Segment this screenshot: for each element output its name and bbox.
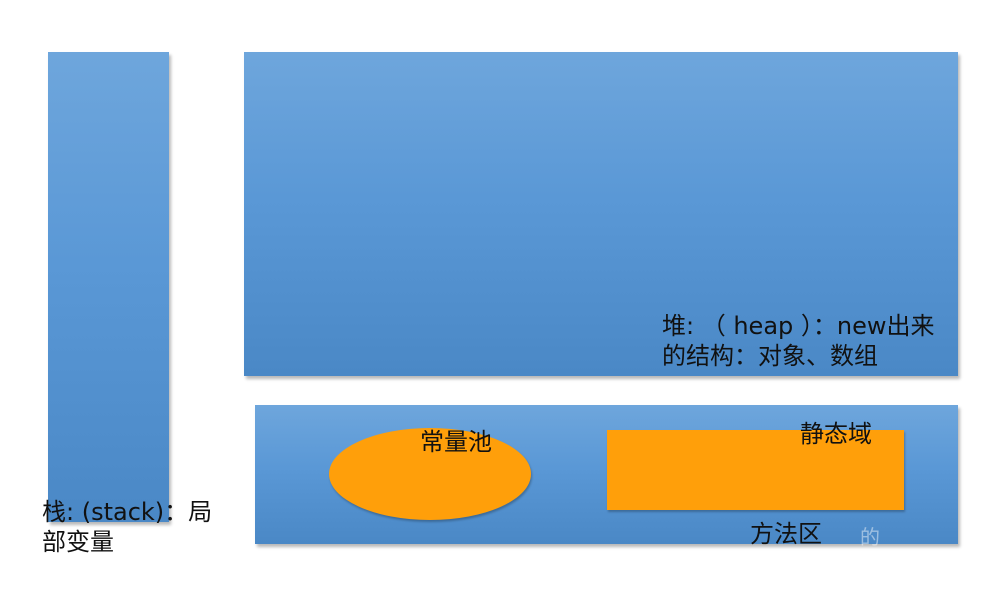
constant-pool-ellipse [329, 428, 531, 520]
static-field-rectangle [607, 430, 904, 510]
heap-label-line-1: 堆: （ heap ）：new出来 [662, 312, 935, 340]
heap-label-line-2: 的结构：对象、数组 [662, 342, 878, 370]
stack-label-line-2: 部变量 [42, 528, 114, 556]
watermark-text: 的 [860, 525, 880, 549]
stack-block [48, 52, 169, 522]
stack-label-line-1: 栈: (stack)：局 [42, 498, 213, 526]
heap-label: 堆: （ heap ）：new出来 的结构：对象、数组 [662, 311, 935, 371]
stack-label: 栈: (stack)：局 部变量 [42, 497, 212, 557]
static-field-label: 静态域 [800, 420, 872, 448]
constant-pool-label: 常量池 [420, 428, 492, 456]
method-area-label: 方法区 [750, 520, 822, 548]
heap-block [244, 52, 958, 376]
